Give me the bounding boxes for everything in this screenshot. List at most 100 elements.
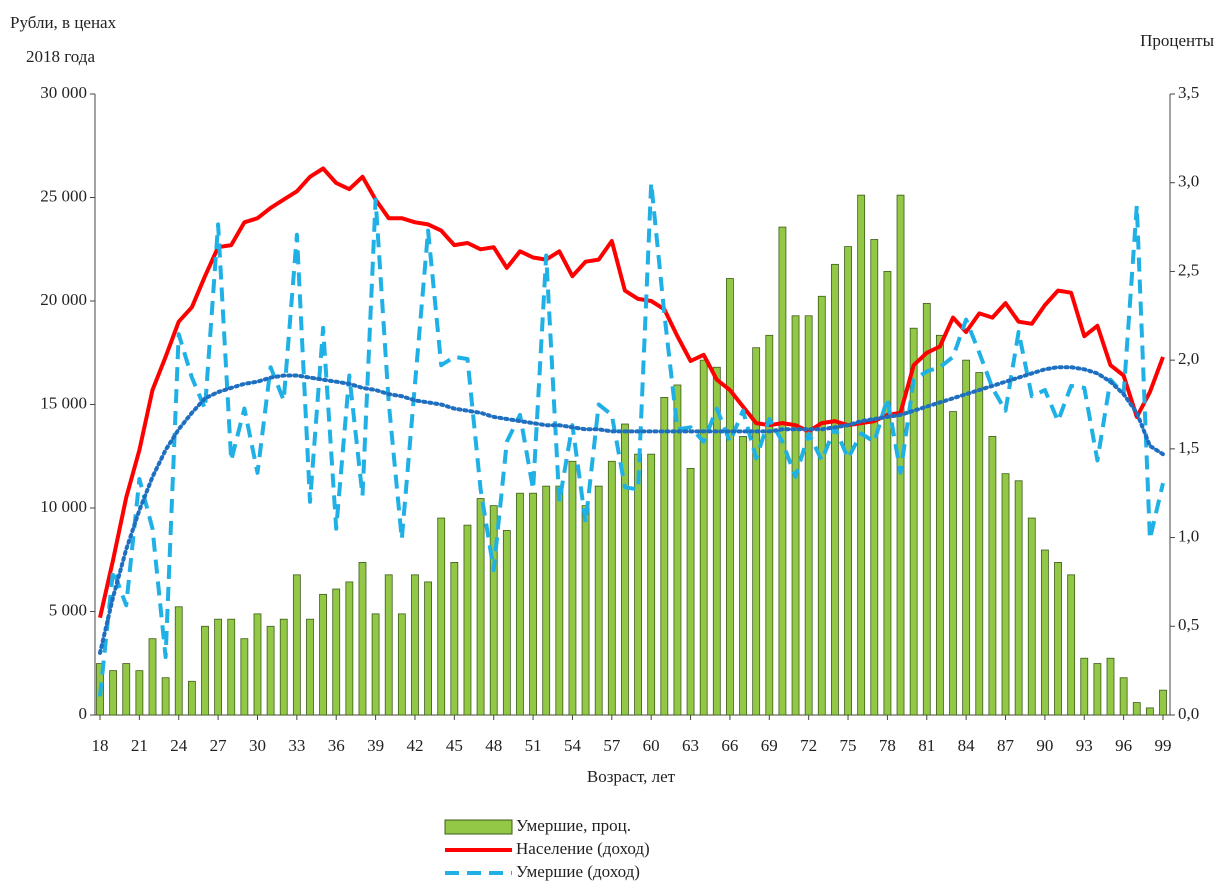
x-tick-label: 78 (879, 736, 896, 755)
bar (542, 485, 551, 716)
bar (752, 347, 761, 716)
bar (1145, 707, 1154, 716)
y2-tick-label: 3,5 (1178, 83, 1199, 102)
y2-tick-label: 2,0 (1178, 349, 1199, 368)
y2-tick-label: 0,0 (1178, 704, 1199, 723)
bar (1093, 663, 1102, 716)
x-tick-label: 96 (1115, 736, 1132, 755)
bar (1054, 562, 1062, 716)
x-tick-label: 36 (328, 736, 345, 755)
bar (1067, 574, 1076, 716)
bar (647, 453, 656, 716)
bar (844, 246, 852, 716)
x-tick-label: 84 (958, 736, 976, 755)
bar (450, 562, 459, 716)
bar (411, 574, 419, 716)
bar (817, 295, 826, 716)
bar (489, 505, 498, 716)
y-axis-label: 2018 года (26, 47, 95, 66)
bar (883, 271, 892, 716)
x-tick-label: 42 (406, 736, 423, 755)
bar (201, 625, 209, 716)
bar (791, 315, 800, 716)
bar (765, 334, 774, 716)
bar (135, 670, 144, 716)
legend-label: Умершие, проц. (516, 816, 631, 835)
bar (1001, 473, 1010, 716)
x-tick-label: 45 (446, 736, 463, 755)
bar (279, 618, 288, 716)
bar (214, 618, 223, 716)
bar (463, 524, 472, 716)
x-tick-label: 57 (603, 736, 621, 755)
bar (726, 278, 734, 716)
bar (988, 436, 997, 716)
bar (332, 588, 341, 716)
bar (1106, 657, 1115, 716)
bar (778, 226, 787, 716)
y2-axis-label: Проценты (1140, 31, 1214, 50)
bar (660, 397, 669, 716)
x-tick-label: 66 (721, 736, 738, 755)
bar (1027, 517, 1036, 716)
y2-tick-label: 2,5 (1178, 260, 1199, 279)
bar (187, 680, 196, 716)
bar (607, 460, 616, 716)
x-axis-label: Возраст, лет (587, 767, 676, 786)
y-tick-label: 15 000 (40, 393, 87, 412)
bar (975, 372, 984, 716)
x-tick-label: 99 (1155, 736, 1172, 755)
bar (253, 613, 262, 716)
legend-swatch (444, 819, 513, 835)
bar (227, 618, 236, 716)
bar (621, 423, 629, 716)
bar (240, 638, 249, 716)
bar (804, 315, 813, 716)
x-tick-label: 21 (131, 736, 148, 755)
bar (292, 574, 301, 716)
y-tick-label: 30 000 (40, 83, 87, 102)
x-tick-label: 63 (682, 736, 699, 755)
bar (371, 613, 380, 716)
bar (712, 366, 721, 716)
bar (516, 492, 524, 716)
bar (174, 606, 183, 716)
bar (109, 670, 118, 716)
bar (319, 593, 327, 716)
bar (949, 411, 957, 716)
bar (686, 467, 695, 716)
x-tick-label: 75 (840, 736, 857, 755)
bar (345, 581, 354, 716)
bar (1119, 677, 1128, 716)
y2-tick-label: 3,0 (1178, 172, 1199, 191)
bar (266, 625, 275, 716)
x-tick-label: 72 (800, 736, 817, 755)
y-tick-label: 0 (79, 704, 88, 723)
bar (831, 263, 839, 716)
bar (922, 302, 931, 716)
bar (437, 517, 446, 716)
bar (1159, 689, 1167, 716)
bar (1080, 657, 1089, 716)
bar (909, 327, 918, 716)
bar (306, 618, 314, 716)
x-tick-label: 54 (564, 736, 582, 755)
y2-tick-label: 0,5 (1178, 615, 1199, 634)
bar (384, 574, 393, 716)
y2-tick-label: 1,0 (1178, 526, 1199, 545)
x-tick-label: 81 (918, 736, 935, 755)
line (98, 365, 1165, 655)
bar (568, 460, 577, 716)
y-tick-label: 25 000 (40, 186, 87, 205)
bar (936, 334, 944, 716)
x-tick-label: 87 (997, 736, 1015, 755)
x-tick-label: 60 (643, 736, 660, 755)
bar (1014, 480, 1023, 716)
x-tick-label: 48 (485, 736, 502, 755)
line (98, 166, 1165, 619)
legend-label: Население (доход) (516, 839, 650, 858)
bar (857, 194, 866, 716)
bar (634, 453, 642, 716)
bar (870, 239, 879, 716)
bar (358, 562, 367, 716)
